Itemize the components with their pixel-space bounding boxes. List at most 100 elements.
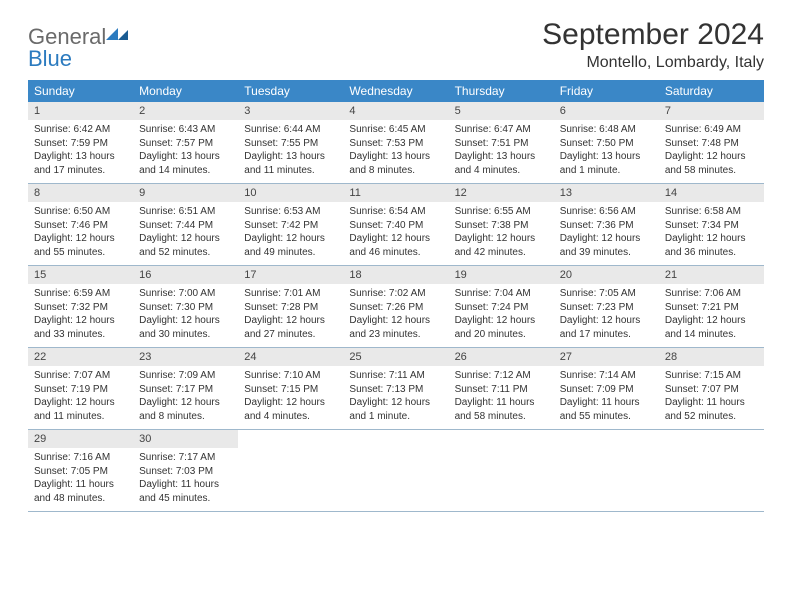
day-body: Sunrise: 6:53 AMSunset: 7:42 PMDaylight:…	[238, 202, 343, 259]
sunset-text: Sunset: 7:09 PM	[560, 383, 653, 397]
day-body: Sunrise: 7:16 AMSunset: 7:05 PMDaylight:…	[28, 448, 133, 505]
sunset-text: Sunset: 7:11 PM	[455, 383, 548, 397]
sunset-text: Sunset: 7:51 PM	[455, 137, 548, 151]
daylight-text: Daylight: 13 hours and 14 minutes.	[139, 150, 232, 177]
week-row: 29Sunrise: 7:16 AMSunset: 7:05 PMDayligh…	[28, 430, 764, 512]
day-cell: 24Sunrise: 7:10 AMSunset: 7:15 PMDayligh…	[238, 348, 343, 429]
week-row: 15Sunrise: 6:59 AMSunset: 7:32 PMDayligh…	[28, 266, 764, 348]
daylight-text: Daylight: 13 hours and 8 minutes.	[349, 150, 442, 177]
sunset-text: Sunset: 7:28 PM	[244, 301, 337, 315]
weeks-container: 1Sunrise: 6:42 AMSunset: 7:59 PMDaylight…	[28, 102, 764, 512]
sunrise-text: Sunrise: 7:12 AM	[455, 369, 548, 383]
sunset-text: Sunset: 7:24 PM	[455, 301, 548, 315]
sunrise-text: Sunrise: 6:56 AM	[560, 205, 653, 219]
day-cell: 18Sunrise: 7:02 AMSunset: 7:26 PMDayligh…	[343, 266, 448, 347]
day-number: 12	[449, 184, 554, 202]
day-body: Sunrise: 7:11 AMSunset: 7:13 PMDaylight:…	[343, 366, 448, 423]
sunrise-text: Sunrise: 7:01 AM	[244, 287, 337, 301]
day-number: 27	[554, 348, 659, 366]
day-number: 14	[659, 184, 764, 202]
title-block: September 2024 Montello, Lombardy, Italy	[542, 18, 764, 72]
sunset-text: Sunset: 7:03 PM	[139, 465, 232, 479]
sunrise-text: Sunrise: 6:43 AM	[139, 123, 232, 137]
day-number: 20	[554, 266, 659, 284]
day-number: 21	[659, 266, 764, 284]
day-body: Sunrise: 7:02 AMSunset: 7:26 PMDaylight:…	[343, 284, 448, 341]
day-body: Sunrise: 6:48 AMSunset: 7:50 PMDaylight:…	[554, 120, 659, 177]
day-body: Sunrise: 6:49 AMSunset: 7:48 PMDaylight:…	[659, 120, 764, 177]
day-cell: 3Sunrise: 6:44 AMSunset: 7:55 PMDaylight…	[238, 102, 343, 183]
day-number: 25	[343, 348, 448, 366]
daylight-text: Daylight: 11 hours and 52 minutes.	[665, 396, 758, 423]
day-cell	[449, 430, 554, 511]
daylight-text: Daylight: 13 hours and 4 minutes.	[455, 150, 548, 177]
day-cell: 20Sunrise: 7:05 AMSunset: 7:23 PMDayligh…	[554, 266, 659, 347]
dow-row: SundayMondayTuesdayWednesdayThursdayFrid…	[28, 80, 764, 102]
sunset-text: Sunset: 7:26 PM	[349, 301, 442, 315]
dow-cell: Monday	[133, 80, 238, 102]
sunrise-text: Sunrise: 6:53 AM	[244, 205, 337, 219]
page-header: General Blue September 2024 Montello, Lo…	[28, 18, 764, 72]
day-number: 28	[659, 348, 764, 366]
day-body: Sunrise: 7:14 AMSunset: 7:09 PMDaylight:…	[554, 366, 659, 423]
day-number: 17	[238, 266, 343, 284]
day-body: Sunrise: 7:12 AMSunset: 7:11 PMDaylight:…	[449, 366, 554, 423]
sunset-text: Sunset: 7:40 PM	[349, 219, 442, 233]
month-title: September 2024	[542, 18, 764, 52]
sunset-text: Sunset: 7:53 PM	[349, 137, 442, 151]
day-number: 30	[133, 430, 238, 448]
sunset-text: Sunset: 7:05 PM	[34, 465, 127, 479]
day-number: 18	[343, 266, 448, 284]
daylight-text: Daylight: 12 hours and 30 minutes.	[139, 314, 232, 341]
sunrise-text: Sunrise: 6:42 AM	[34, 123, 127, 137]
sunset-text: Sunset: 7:15 PM	[244, 383, 337, 397]
sunset-text: Sunset: 7:50 PM	[560, 137, 653, 151]
week-row: 22Sunrise: 7:07 AMSunset: 7:19 PMDayligh…	[28, 348, 764, 430]
day-cell: 2Sunrise: 6:43 AMSunset: 7:57 PMDaylight…	[133, 102, 238, 183]
day-number: 1	[28, 102, 133, 120]
day-body: Sunrise: 6:44 AMSunset: 7:55 PMDaylight:…	[238, 120, 343, 177]
daylight-text: Daylight: 12 hours and 42 minutes.	[455, 232, 548, 259]
location: Montello, Lombardy, Italy	[542, 54, 764, 72]
sunrise-text: Sunrise: 7:16 AM	[34, 451, 127, 465]
daylight-text: Daylight: 12 hours and 14 minutes.	[665, 314, 758, 341]
day-number: 9	[133, 184, 238, 202]
sunset-text: Sunset: 7:19 PM	[34, 383, 127, 397]
sunset-text: Sunset: 7:36 PM	[560, 219, 653, 233]
day-cell: 13Sunrise: 6:56 AMSunset: 7:36 PMDayligh…	[554, 184, 659, 265]
daylight-text: Daylight: 12 hours and 36 minutes.	[665, 232, 758, 259]
day-body: Sunrise: 7:17 AMSunset: 7:03 PMDaylight:…	[133, 448, 238, 505]
day-body: Sunrise: 6:42 AMSunset: 7:59 PMDaylight:…	[28, 120, 133, 177]
day-number: 11	[343, 184, 448, 202]
sunset-text: Sunset: 7:55 PM	[244, 137, 337, 151]
daylight-text: Daylight: 12 hours and 49 minutes.	[244, 232, 337, 259]
sunset-text: Sunset: 7:21 PM	[665, 301, 758, 315]
sunrise-text: Sunrise: 7:02 AM	[349, 287, 442, 301]
day-cell: 6Sunrise: 6:48 AMSunset: 7:50 PMDaylight…	[554, 102, 659, 183]
sunrise-text: Sunrise: 7:10 AM	[244, 369, 337, 383]
day-number: 24	[238, 348, 343, 366]
sunrise-text: Sunrise: 7:07 AM	[34, 369, 127, 383]
day-cell: 23Sunrise: 7:09 AMSunset: 7:17 PMDayligh…	[133, 348, 238, 429]
sunrise-text: Sunrise: 6:45 AM	[349, 123, 442, 137]
sunrise-text: Sunrise: 7:11 AM	[349, 369, 442, 383]
day-number: 7	[659, 102, 764, 120]
sunrise-text: Sunrise: 6:48 AM	[560, 123, 653, 137]
logo: General Blue	[28, 18, 130, 70]
sunrise-text: Sunrise: 7:15 AM	[665, 369, 758, 383]
sunrise-text: Sunrise: 6:58 AM	[665, 205, 758, 219]
daylight-text: Daylight: 13 hours and 11 minutes.	[244, 150, 337, 177]
sunrise-text: Sunrise: 7:14 AM	[560, 369, 653, 383]
day-body: Sunrise: 7:01 AMSunset: 7:28 PMDaylight:…	[238, 284, 343, 341]
day-cell: 26Sunrise: 7:12 AMSunset: 7:11 PMDayligh…	[449, 348, 554, 429]
daylight-text: Daylight: 12 hours and 1 minute.	[349, 396, 442, 423]
daylight-text: Daylight: 12 hours and 23 minutes.	[349, 314, 442, 341]
day-cell: 10Sunrise: 6:53 AMSunset: 7:42 PMDayligh…	[238, 184, 343, 265]
sunrise-text: Sunrise: 6:51 AM	[139, 205, 232, 219]
dow-cell: Thursday	[449, 80, 554, 102]
day-body: Sunrise: 7:05 AMSunset: 7:23 PMDaylight:…	[554, 284, 659, 341]
sunset-text: Sunset: 7:17 PM	[139, 383, 232, 397]
day-cell: 1Sunrise: 6:42 AMSunset: 7:59 PMDaylight…	[28, 102, 133, 183]
day-number: 15	[28, 266, 133, 284]
day-number: 29	[28, 430, 133, 448]
